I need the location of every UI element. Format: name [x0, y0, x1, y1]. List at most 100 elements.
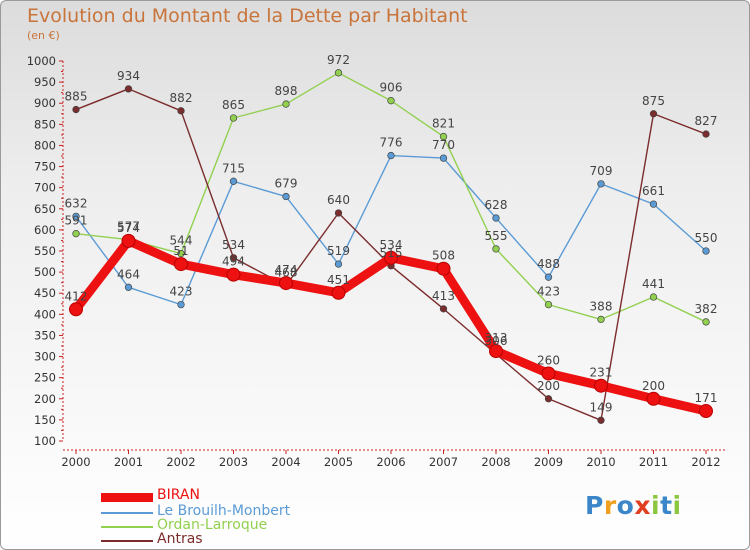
point-le-brouilh-monbert-2002 [177, 300, 185, 309]
data-label-le-brouilh-monbert-2006: 776 [380, 136, 403, 150]
y-tick-label-900: 900 [34, 96, 56, 110]
data-label-antras-2011: 875 [642, 94, 665, 108]
point-le-brouilh-monbert-2010 [597, 180, 605, 188]
data-label-antras-2008: 306 [485, 334, 508, 348]
data-label-le-brouilh-monbert-2000: 632 [65, 196, 88, 210]
x-tick-label-2011: 2011 [639, 455, 668, 469]
data-label-biran-2000: 412 [65, 289, 88, 303]
point-le-brouilh-monbert-2006 [387, 151, 395, 160]
y-tick-label-500: 500 [34, 265, 56, 279]
data-label-antras-2003: 534 [222, 238, 245, 252]
data-label-biran-2012: 171 [695, 391, 718, 405]
data-label-le-brouilh-monbert-2009: 488 [537, 257, 560, 271]
data-label-ordan-larroque-2006: 906 [380, 81, 403, 95]
data-label-antras-2010: 149 [590, 400, 613, 414]
data-label-antras-2001: 934 [117, 69, 140, 83]
point-biran-2000 [69, 302, 83, 317]
point-ordan-larroque-2009 [544, 300, 553, 309]
point-ordan-larroque-2003 [229, 114, 238, 122]
y-tick-label-650: 650 [34, 202, 56, 216]
point-biran-2002 [174, 257, 188, 272]
point-antras-2007 [439, 305, 448, 313]
legend-swatch-biran [101, 493, 153, 502]
point-biran-2011 [646, 391, 661, 406]
point-antras-2010 [597, 416, 605, 424]
legend-label-le-brouilh-monbert: Le Brouilh-Monbert [157, 503, 291, 519]
point-ordan-larroque-2012 [702, 318, 710, 326]
point-biran-2009 [541, 366, 556, 381]
x-tick-label-2012: 2012 [691, 455, 720, 469]
data-label-antras-2009: 200 [537, 379, 560, 393]
data-label-biran-2001: 574 [117, 221, 140, 235]
data-label-le-brouilh-monbert-2002: 423 [170, 285, 193, 299]
point-antras-2005 [334, 209, 343, 217]
point-le-brouilh-monbert-2005 [334, 260, 343, 268]
point-le-brouilh-monbert-2011 [649, 200, 658, 208]
data-label-le-brouilh-monbert-2003: 715 [222, 161, 245, 175]
point-antras-2009 [544, 395, 553, 403]
point-biran-2005 [331, 285, 346, 300]
data-label-ordan-larroque-2009: 423 [537, 285, 560, 299]
point-ordan-larroque-2005 [334, 69, 343, 77]
y-tick-label-1000: 1000 [27, 54, 56, 68]
point-ordan-larroque-2006 [387, 97, 395, 105]
point-ordan-larroque-2004 [282, 100, 290, 108]
point-biran-2010 [594, 378, 608, 393]
point-antras-2003 [229, 254, 238, 262]
point-biran-2003 [226, 267, 241, 282]
data-label-ordan-larroque-2004: 898 [275, 84, 298, 98]
y-tick-label-700: 700 [34, 181, 56, 195]
data-label-ordan-larroque-2003: 865 [222, 98, 245, 112]
y-tick-label-300: 300 [34, 350, 56, 364]
point-ordan-larroque-2008 [492, 245, 500, 253]
point-ordan-larroque-2010 [597, 315, 605, 324]
point-antras-2011 [649, 110, 658, 118]
data-label-biran-2009: 260 [537, 353, 560, 367]
chart-subtitle: (en €) [27, 29, 60, 42]
x-tick-label-2006: 2006 [376, 455, 405, 469]
y-tick-label-800: 800 [34, 138, 56, 152]
data-label-le-brouilh-monbert-2011: 661 [642, 184, 665, 198]
point-le-brouilh-monbert-2001 [124, 283, 133, 291]
y-tick-label-100: 100 [34, 434, 56, 448]
data-label-biran-2004: 474 [275, 263, 298, 277]
point-antras-2002 [177, 107, 185, 115]
point-antras-2012 [702, 130, 710, 138]
series-line-le-brouilh-monbert [75, 154, 707, 306]
data-label-le-brouilh-monbert-2012: 550 [695, 231, 718, 245]
data-label-ordan-larroque-2012: 382 [695, 302, 718, 316]
point-biran-2004 [279, 276, 293, 291]
x-tick-label-2007: 2007 [429, 455, 458, 469]
data-label-biran-2008: 313 [485, 331, 508, 345]
legend-label-ordan-larroque: Ordan-Larroque [157, 517, 268, 533]
point-le-brouilh-monbert-2003 [229, 177, 238, 185]
data-label-biran-2006: 534 [380, 238, 403, 252]
x-tick-label-2002: 2002 [166, 455, 195, 469]
point-le-brouilh-monbert-2007 [439, 154, 448, 162]
x-tick-label-2005: 2005 [324, 455, 353, 469]
data-label-ordan-larroque-2007: 821 [432, 117, 455, 131]
point-biran-2001 [121, 233, 136, 248]
point-le-brouilh-monbert-2012 [702, 247, 710, 255]
y-tick-label-350: 350 [34, 328, 56, 342]
y-tick-label-950: 950 [34, 75, 56, 89]
data-label-ordan-larroque-2005: 972 [327, 53, 350, 67]
point-le-brouilh-monbert-2009 [544, 273, 553, 281]
x-tick-label-2001: 2001 [114, 455, 143, 469]
point-biran-2007 [436, 261, 451, 276]
point-ordan-larroque-2011 [649, 293, 658, 301]
y-tick-label-750: 750 [34, 160, 56, 174]
data-label-ordan-larroque-2008: 555 [485, 229, 508, 243]
legend-swatch-ordan-larroque [101, 526, 153, 528]
data-label-antras-2004: 468 [275, 266, 298, 280]
legend-swatch-antras [101, 540, 153, 542]
x-tick-label-2000: 2000 [61, 455, 90, 469]
data-label-le-brouilh-monbert-2004: 679 [275, 177, 298, 191]
legend-swatch-le-brouilh-monbert [101, 512, 153, 514]
data-label-ordan-larroque-2010: 388 [590, 299, 613, 313]
data-label-biran-2007: 508 [432, 249, 455, 263]
x-tick-label-2008: 2008 [481, 455, 510, 469]
data-label-antras-2012: 827 [695, 114, 718, 128]
